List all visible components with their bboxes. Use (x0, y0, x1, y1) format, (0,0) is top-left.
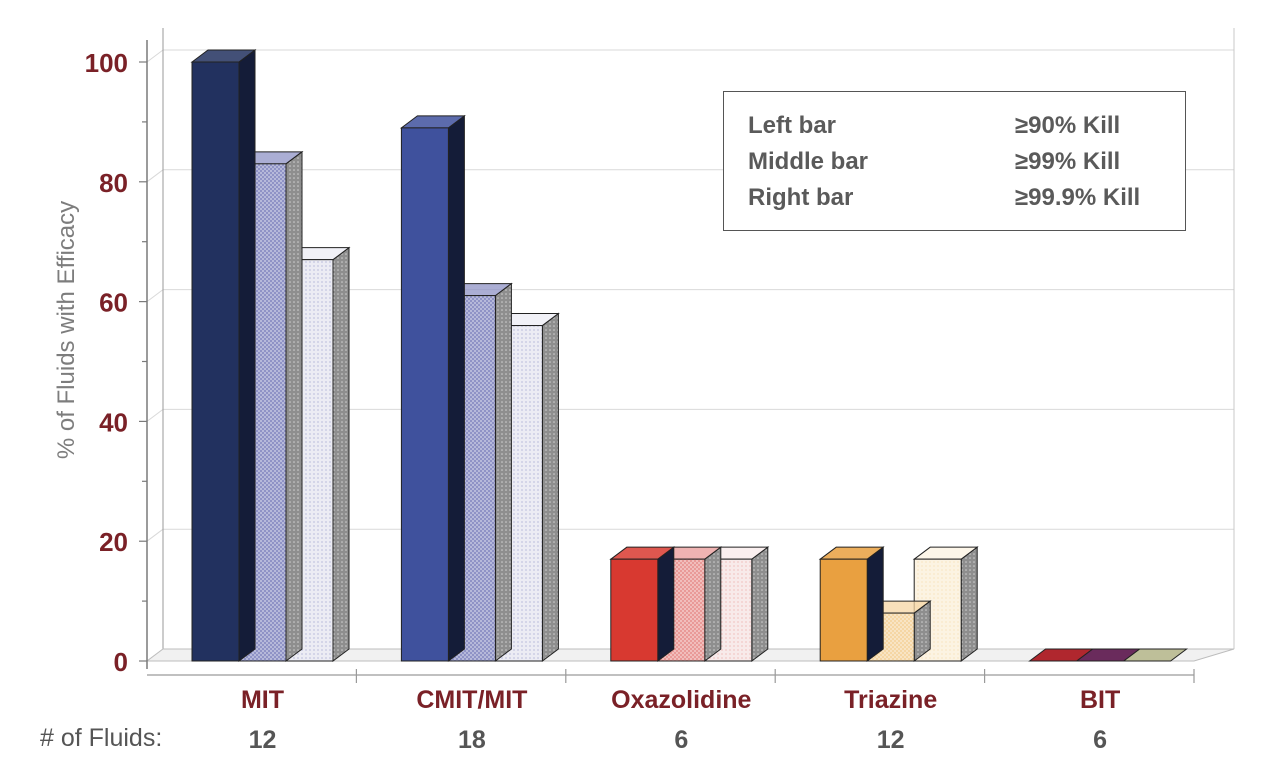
bar-face (819, 558, 868, 662)
bar-side (704, 546, 722, 662)
bar-side (541, 312, 559, 662)
legend-row-right: Right bar ≥99.9% Kill (748, 184, 1140, 212)
legend-label-left: Left bar (748, 112, 837, 139)
legend-value-left: ≥90% Kill (1015, 112, 1121, 139)
legend-value-middle: ≥99% Kill (1015, 148, 1121, 175)
x-category-label: MIT (241, 686, 284, 714)
bar-side (238, 49, 256, 662)
bar-side (332, 246, 350, 662)
bar-side (751, 546, 769, 662)
x-category-label: Oxazolidine (611, 686, 751, 714)
fluid-count-value: 12 (877, 726, 905, 754)
bar-side (285, 150, 303, 662)
legend: Left bar ≥90% Kill Middle bar ≥99% Kill … (723, 91, 1186, 231)
fluid-count-label: # of Fluids: (40, 724, 163, 752)
y-tick-label: 20 (99, 527, 128, 557)
gridline-diagonal (146, 169, 164, 183)
fluid-count-value: 12 (249, 726, 277, 754)
y-tick-label: 60 (99, 288, 128, 318)
bar-side (447, 114, 465, 662)
x-category-label: Triazine (844, 686, 937, 714)
legend-value-right: ≥99.9% Kill (1015, 184, 1141, 211)
bar-side (960, 546, 978, 662)
bar-flat (1028, 648, 1095, 662)
bar-side (866, 546, 884, 662)
fluid-count-value: 6 (1093, 726, 1107, 754)
y-tick-label: 40 (99, 407, 128, 437)
bar-face (400, 127, 449, 662)
bar-side (494, 282, 512, 662)
gridline-diagonal (146, 528, 164, 542)
gridline-diagonal (146, 49, 164, 63)
bar-2-0 (609, 546, 676, 662)
bar-side (657, 546, 675, 662)
y-tick-label: 100 (85, 48, 128, 78)
fluid-count-value: 6 (674, 726, 688, 754)
y-tick-label: 0 (114, 647, 128, 677)
bar-1-0 (399, 114, 466, 662)
bar-0-0 (190, 49, 257, 662)
fluid-count-value: 18 (458, 726, 486, 754)
bar-3-0 (818, 546, 885, 662)
x-category-label: CMIT/MIT (416, 686, 527, 714)
y-axis-label: % of Fluids with Efficacy (53, 200, 80, 460)
y-tick-label: 80 (99, 168, 128, 198)
x-category-label: BIT (1080, 686, 1120, 714)
legend-label-middle: Middle bar (748, 148, 869, 175)
gridline-diagonal (146, 408, 164, 422)
legend-row-middle: Middle bar ≥99% Kill (748, 148, 1120, 176)
gridline-diagonal (146, 289, 164, 303)
legend-row-left: Left bar ≥90% Kill (748, 112, 1120, 140)
bar-4-0 (1028, 648, 1095, 662)
bar-face (610, 558, 659, 662)
bar-face (191, 61, 240, 662)
legend-label-right: Right bar (748, 184, 854, 211)
